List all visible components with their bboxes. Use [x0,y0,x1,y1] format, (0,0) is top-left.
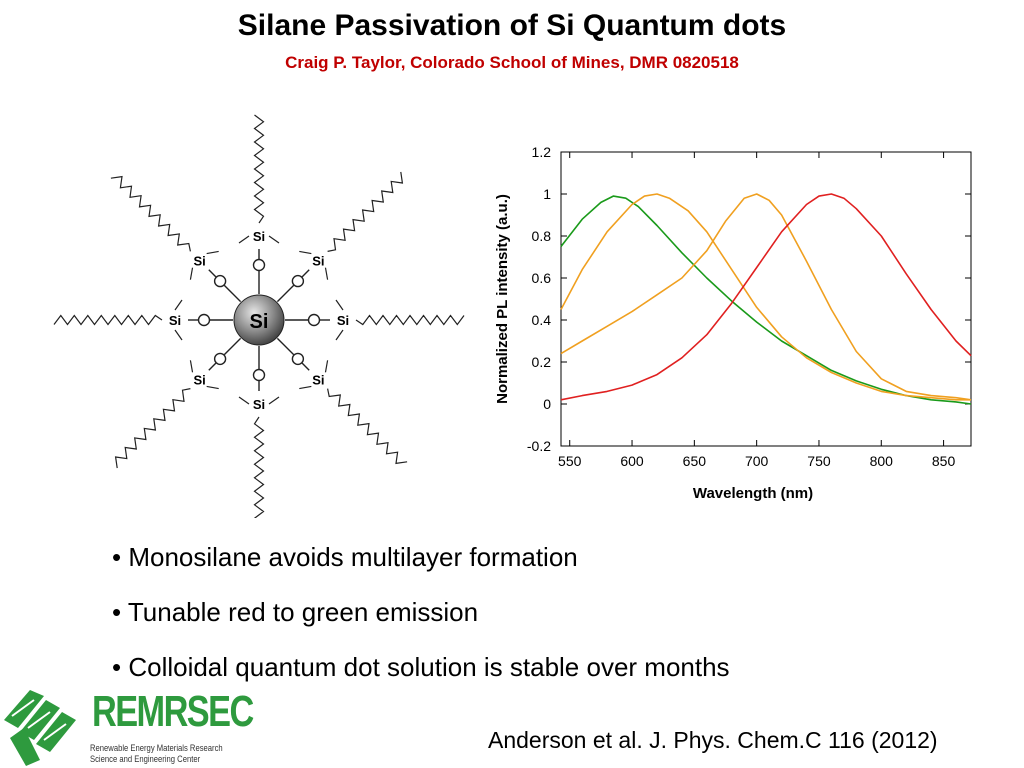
oxygen-atom [213,274,227,288]
y-axis-label: Normalized PL intensity (a.u.) [494,194,511,404]
si-h-bond [299,385,312,390]
arm-si-label: Si [169,313,181,328]
pl-spectra-chart: -0.2 0 0.2 0.4 0.6 0.8 1 1.2 550 600 650 700 750 800… [494,144,972,502]
y-axis-ticks: -0.2 0 0.2 0.4 0.6 0.8 1 1.2 [527,144,971,454]
si-o-bond [223,337,242,356]
si-h-bond [335,329,344,341]
alkyl-chain [253,114,265,224]
y-tick-label: 0.6 [532,270,552,286]
bullet-item: • Colloidal quantum dot solution is stab… [112,652,730,682]
page-subtitle: Craig P. Taylor, Colorado School of Mine… [285,53,739,72]
oxygen-atom [197,313,211,327]
y-tick-label: -0.2 [527,438,551,454]
y-tick-label: 1 [543,186,551,202]
alkyl-chain [327,388,408,465]
o-si-bond [301,269,310,278]
alkyl-chain [114,388,191,469]
x-tick-label: 600 [620,453,644,469]
series-group [560,193,972,405]
arm-si-label: Si [193,254,205,269]
oxygen-atom [213,352,227,366]
x-tick-label: 650 [683,453,707,469]
si-o-bond [276,284,295,303]
bullet-item: • Monosilane avoids multilayer formation [112,542,578,572]
si-h-bond [238,396,250,405]
pl-series-line-4 [560,193,972,401]
oxygen-atom [291,274,305,288]
molecule-arms: Si Si Si Si Si Si Si Si [53,114,465,518]
si-h-bond [268,235,280,244]
x-tick-label: 700 [745,453,769,469]
center-si-sphere [233,294,285,346]
si-h-bond [189,360,194,373]
x-axis-label: Wavelength (nm) [693,485,813,502]
logo-name: REMRSEC [92,687,254,736]
si-h-bond [268,396,280,405]
arm-si-label: Si [193,372,205,387]
page-title: Silane Passivation of Si Quantum dots [237,9,787,42]
y-tick-label: 0.8 [532,228,552,244]
arm-si-label: Si [312,372,324,387]
y-tick-label: 1.2 [532,144,552,160]
pl-series-line-3 [560,193,972,401]
o-si-bond [301,362,310,371]
si-h-bond [324,360,329,373]
oxygen-atom [252,258,266,272]
logo-subtitle-line: Science and Engineering Center [90,754,201,764]
logo-subtitle-line: Renewable Energy Materials Research [90,743,223,753]
si-h-bond [335,299,344,311]
si-h-bond [189,267,194,280]
arm-si-label: Si [253,229,265,244]
si-quantum-dot-molecule-diagram: Si Si Si Si Si Si Si Si Si [53,114,465,518]
arm-si-label: Si [253,397,265,412]
remrsec-logo-icon [4,690,76,766]
pl-series-line-2 [560,193,971,401]
x-axis-ticks: 550 600 650 700 750 800 850 [558,152,955,469]
oxygen-atom [252,368,266,382]
y-tick-label: 0 [543,396,551,412]
plot-frame [560,151,972,447]
arm-si-label: Si [337,313,349,328]
alkyl-chain [53,314,163,326]
x-tick-label: 750 [807,453,831,469]
si-h-bond [174,329,183,341]
si-o-bond [276,337,295,356]
si-h-bond [206,385,219,390]
y-tick-label: 0.4 [532,312,552,328]
x-tick-label: 800 [870,453,894,469]
x-tick-label: 550 [558,453,582,469]
arm-si-label: Si [312,254,324,269]
si-h-bond [174,299,183,311]
alkyl-chain [355,314,465,326]
si-h-bond [299,250,312,255]
si-h-bond [324,267,329,280]
si-h-bond [238,235,250,244]
citation: Anderson et al. J. Phys. Chem.C 116 (201… [488,727,938,753]
o-si-bond [208,362,217,371]
alkyl-chain [110,175,191,252]
pl-series-line-1 [560,195,972,405]
alkyl-chain [253,416,265,518]
o-si-bond [208,269,217,278]
y-tick-label: 0.2 [532,354,552,370]
center-si-label: Si [250,311,269,333]
bullet-item: • Tunable red to green emission [112,597,479,627]
oxygen-atom [307,313,321,327]
alkyl-chain [327,171,404,252]
x-tick-label: 850 [932,453,956,469]
bullet-list: • Monosilane avoids multilayer formation… [112,530,730,695]
si-o-bond [223,284,242,303]
si-h-bond [206,250,219,255]
oxygen-atom [291,352,305,366]
